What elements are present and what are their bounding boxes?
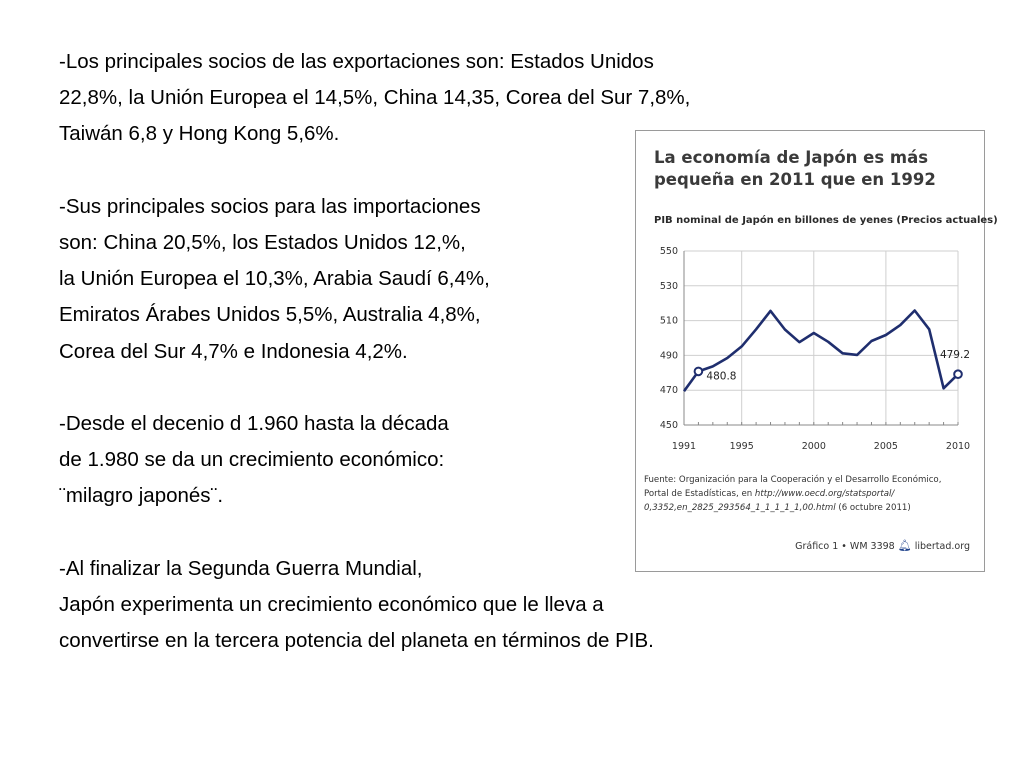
gdp-figure: La economía de Japón es más pequeña en 2… — [635, 130, 998, 572]
figure-source: Fuente: Organización para la Cooperación… — [644, 473, 980, 515]
x-tick-label: 1995 — [730, 441, 754, 452]
exports-line-2: 22,8%, la Unión Europea el 14,5%, China … — [59, 86, 691, 110]
imports-line-4: Emiratos Árabes Unidos 5,5%, Australia 4… — [59, 303, 481, 327]
imports-line-1: -Sus principales socios para las importa… — [59, 194, 481, 218]
y-tick-label: 530 — [660, 281, 678, 292]
data-label: 480.8 — [706, 370, 736, 382]
x-tick-label: 2010 — [946, 441, 970, 452]
source-url-2[interactable]: 0,3352,en_2825_293564_1_1_1_1_1,00.html — [644, 503, 836, 513]
chart-series — [682, 309, 963, 392]
annotated-point — [953, 369, 963, 379]
imports-line-2: son: China 20,5%, los Estados Unidos 12,… — [59, 231, 466, 254]
growth-line-2: de 1.980 se da un crecimiento económico: — [59, 448, 445, 472]
credit-text: Gráfico 1 • WM 3398 — [795, 541, 895, 552]
figure-credit: Gráfico 1 • WM 3398 🔔︎ libertad.org — [795, 539, 970, 552]
y-tick-label: 510 — [660, 316, 678, 327]
annotated-point — [693, 366, 704, 377]
imports-line-5: Corea del Sur 4,7% e Indonesia 4,2%. — [59, 339, 408, 363]
source-url-1[interactable]: http://www.oecd.org/statsportal/ — [754, 489, 895, 499]
war-line-3: convertirse en la tercera potencia del p… — [59, 629, 654, 653]
source-line-2: Portal de Estadísticas, en http://www.oe… — [644, 487, 980, 501]
x-tick-label: 2000 — [802, 441, 826, 452]
body-text: -Los principales socios de las exportaci… — [59, 44, 919, 659]
y-tick-label: 470 — [660, 385, 678, 396]
y-tick-label: 490 — [660, 350, 678, 361]
imports-line-3: la Unión Europea el 10,3%, Arabia Saudí … — [59, 267, 490, 291]
y-tick-label: 550 — [660, 246, 678, 257]
source-date: (6 octubre 2011) — [835, 503, 911, 513]
source-prefix: Portal de Estadísticas, en — [644, 489, 755, 499]
source-line-3: 0,3352,en_2825_293564_1_1_1_1_1,00.html … — [644, 501, 980, 515]
credit-brand: libertad.org — [914, 541, 970, 552]
chart-labels: 550 530 510 490 470 450 1991 1995 2000 2005 2010 48… — [660, 246, 970, 452]
y-tick-label: 450 — [660, 420, 678, 431]
figure-title-line-2: pequeña en 2011 que en 1992 — [654, 170, 936, 189]
chart-axes — [683, 251, 959, 426]
x-tick-label: 2005 — [874, 441, 898, 452]
data-label: 479.2 — [940, 349, 970, 361]
exports-line-1: -Los principales socios de las exportaci… — [59, 50, 654, 73]
bell-icon: 🔔︎ — [897, 539, 912, 552]
figure-title-line-1: La economía de Japón es más — [654, 148, 929, 167]
growth-line-3: ¨milagro japonés¨. — [59, 484, 224, 508]
war-line-1: -Al finalizar la Segunda Guerra Mundial, — [59, 556, 423, 580]
x-tick-label: 1991 — [672, 441, 696, 452]
war-line-2: Japón experimenta un crecimiento económi… — [59, 593, 604, 616]
source-line-1: Fuente: Organización para la Cooperación… — [644, 475, 942, 485]
growth-line-1: -Desde el decenio d 1.960 hasta la décad… — [59, 412, 449, 435]
figure-title: La economía de Japón es más pequeña en 2… — [654, 147, 974, 191]
gdp-series-line — [682, 309, 959, 392]
exports-line-3: Taiwán 6,8 y Hong Kong 5,6%. — [59, 122, 340, 146]
chart-title: PIB nominal de Japón en billones de yene… — [654, 215, 998, 226]
gdp-line-chart: 550 530 510 490 470 450 1991 1995 2000 2005 2010 48… — [660, 246, 970, 452]
